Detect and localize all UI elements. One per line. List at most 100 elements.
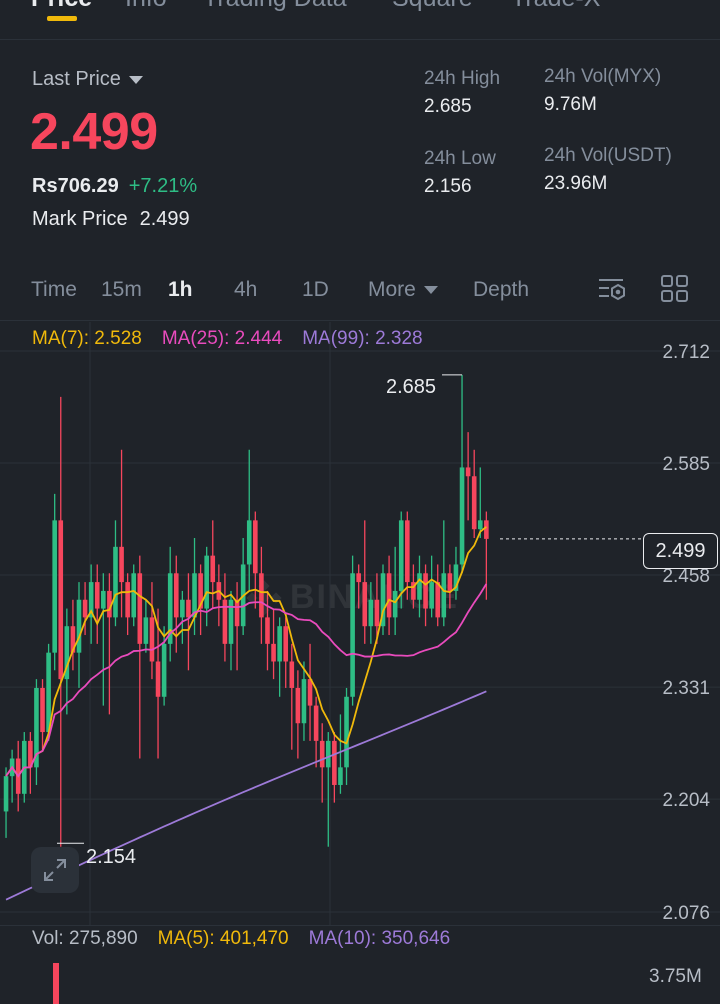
candle-body — [161, 643, 167, 697]
interval-15m[interactable]: 15m — [101, 278, 142, 301]
ma7-label: MA(7): 2.528 — [32, 328, 142, 349]
last-price-value: 2.499 — [30, 103, 158, 161]
ma25-line — [5, 583, 488, 778]
chart-settings-icon[interactable] — [596, 274, 628, 306]
candle-body — [28, 740, 33, 768]
stat-label: 24h High — [424, 68, 501, 89]
candle-body — [411, 582, 416, 600]
volume-bar — [53, 963, 59, 1004]
price-change-percent: +7.21% — [128, 175, 198, 197]
ma7-line — [5, 526, 487, 778]
stat-label: 24h Low — [424, 148, 496, 169]
tab-price[interactable]: Price — [31, 0, 92, 13]
expand-icon — [44, 859, 66, 881]
last-price-selector[interactable]: Last Price — [32, 68, 143, 91]
candle-body — [398, 520, 404, 591]
candle-body — [277, 626, 282, 662]
candle-body — [143, 617, 149, 644]
candle-body — [3, 776, 9, 812]
candle-body — [283, 626, 289, 662]
stat-24h-vol-quote: 24h Vol(USDT) 23.96M — [544, 145, 672, 195]
candle-body — [319, 740, 325, 768]
candle-body — [76, 599, 82, 653]
interval-1h[interactable]: 1h — [168, 278, 193, 301]
candle-body — [417, 573, 422, 600]
current-price-tag: 2.499 — [643, 533, 718, 569]
candle-body — [192, 573, 197, 618]
candle-body — [222, 599, 228, 644]
candle-body — [271, 643, 276, 662]
candle-body — [101, 590, 106, 609]
candle-body — [119, 546, 124, 583]
stat-label: 24h Vol(MYX) — [544, 66, 662, 87]
low-marker-label: 2.154 — [86, 846, 137, 868]
interval-more[interactable]: More — [368, 278, 438, 302]
ma-legend: MA(7): 2.528 MA(25): 2.444 MA(99): 2.328 — [32, 328, 423, 350]
candlestick-chart[interactable]: 2.712 2.585 2.458 2.331 2.204 2.076 — [0, 322, 720, 925]
grid-layout-icon[interactable] — [660, 274, 690, 304]
candle-body — [471, 476, 477, 530]
stat-24h-high: 24h High 2.685 — [424, 68, 500, 118]
candle-body — [82, 599, 88, 618]
candle-body — [368, 599, 374, 627]
candle-body — [332, 740, 337, 785]
candle-body — [441, 573, 447, 618]
last-price-label: Last Price — [32, 68, 121, 90]
candle-body — [350, 573, 355, 697]
candle-body — [155, 661, 161, 697]
candle-body — [198, 573, 203, 609]
tab-trade-x[interactable]: Trade-X — [511, 0, 600, 13]
local-currency-price: Rs706.29 — [32, 175, 119, 197]
candle-body — [447, 573, 453, 591]
ma99-label: MA(99): 2.328 — [302, 328, 423, 349]
interval-4h[interactable]: 4h — [234, 278, 258, 301]
candle-body — [58, 520, 64, 680]
ma25-label: MA(25): 2.444 — [161, 328, 283, 349]
candle-body — [453, 564, 459, 591]
candle-body — [94, 582, 100, 609]
candle-body — [459, 467, 465, 565]
stat-24h-vol-base: 24h Vol(MYX) 9.76M — [544, 66, 661, 116]
candle-body — [301, 679, 307, 724]
candle-body — [253, 520, 258, 574]
candle-body — [429, 582, 434, 609]
candle-body — [246, 520, 252, 565]
ma99-line — [5, 690, 487, 901]
mark-price-value: 2.499 — [139, 208, 190, 230]
volume-axis-label: 3.75M — [649, 966, 702, 987]
volume-ma10-label: MA(10): 350,646 — [308, 928, 451, 949]
mark-price-label: Mark Price — [32, 208, 128, 230]
candle-body — [307, 679, 313, 706]
candle-body — [228, 599, 234, 644]
stat-value: 23.96M — [544, 173, 608, 194]
candle-body — [344, 696, 349, 768]
candle-body — [295, 687, 301, 724]
candle-body — [131, 573, 137, 618]
interval-time[interactable]: Time — [31, 278, 77, 301]
depth-tab[interactable]: Depth — [473, 278, 530, 301]
candle-body — [265, 617, 270, 644]
candle-body — [186, 599, 191, 618]
expand-chart-button[interactable] — [31, 847, 79, 893]
high-marker-label: 2.685 — [386, 376, 437, 398]
candle-body — [338, 767, 343, 785]
candle-body — [325, 740, 331, 768]
stat-24h-low: 24h Low 2.156 — [424, 148, 496, 198]
candle-body — [34, 687, 39, 768]
candle-body — [125, 582, 130, 618]
mark-price-row: Mark Price 2.499 — [32, 208, 190, 231]
candle-body — [64, 626, 70, 680]
tab-square[interactable]: Square — [392, 0, 473, 13]
tab-info[interactable]: Info — [125, 0, 167, 13]
tab-trading-data[interactable]: Trading Data — [203, 0, 347, 13]
watermark-text: BINANCE — [290, 578, 459, 616]
candle-body — [204, 555, 209, 609]
top-tab-bar: Price Info Trading Data Square Trade-X — [0, 0, 720, 40]
candle-body — [52, 520, 57, 653]
interval-1d[interactable]: 1D — [302, 278, 329, 301]
candle-body — [465, 467, 471, 477]
candle-body — [259, 573, 264, 618]
y-tick-label: 2.204 — [662, 790, 710, 811]
y-tick-label: 2.076 — [662, 903, 710, 924]
candle-body — [477, 520, 483, 530]
